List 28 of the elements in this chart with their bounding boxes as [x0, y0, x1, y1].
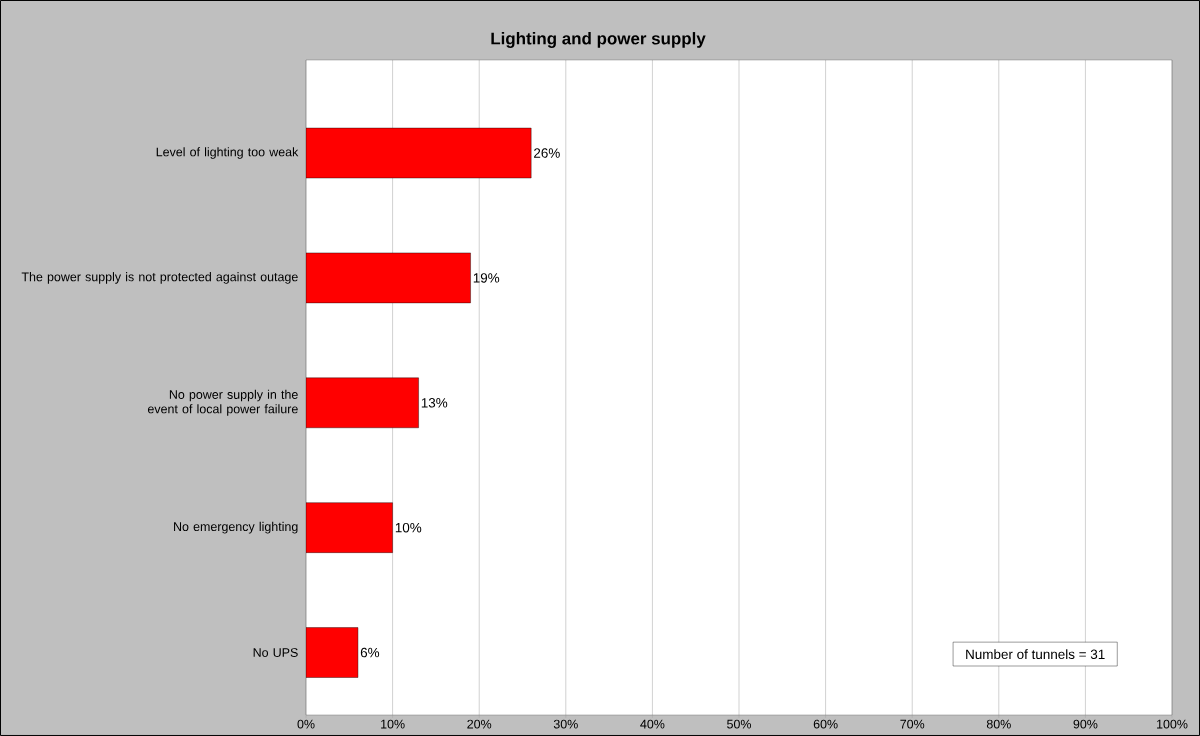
y-tick-label: No power supply in the event of local power failure: [147, 389, 298, 416]
y-tick-label: The power supply is not protected against outage: [21, 272, 298, 284]
bar: [306, 502, 393, 553]
data-label: 6%: [360, 647, 380, 658]
x-tick-label: 10%: [381, 719, 405, 729]
x-tick-label: 30%: [553, 719, 578, 729]
x-tick-label: 80%: [986, 719, 1011, 729]
data-label: 26%: [534, 148, 560, 158]
annotation: Number of tunnels = 31: [966, 649, 1105, 660]
data-label: 19%: [473, 273, 500, 283]
y-tick-label: No emergency lighting: [174, 521, 298, 534]
chart-title: Lighting and power supply: [491, 32, 706, 48]
data-label: 13%: [421, 398, 448, 408]
y-tick-label: No UPS: [253, 648, 298, 657]
x-tick-label: 40%: [640, 719, 665, 729]
x-tick-label: 100%: [1157, 719, 1188, 729]
x-tick-label: 60%: [813, 719, 838, 729]
x-tick-label: 70%: [900, 719, 925, 729]
bar: [306, 127, 532, 179]
bar: [306, 377, 419, 428]
x-tick-label: 90%: [1073, 719, 1098, 729]
bar: [306, 252, 471, 304]
x-tick-label: 20%: [467, 719, 492, 729]
bar: [306, 627, 359, 678]
data-label: 10%: [395, 522, 422, 533]
x-tick-label: 50%: [727, 719, 752, 729]
y-tick-label: Level of lighting too weak: [156, 147, 299, 159]
x-tick-label: 0%: [297, 719, 315, 729]
